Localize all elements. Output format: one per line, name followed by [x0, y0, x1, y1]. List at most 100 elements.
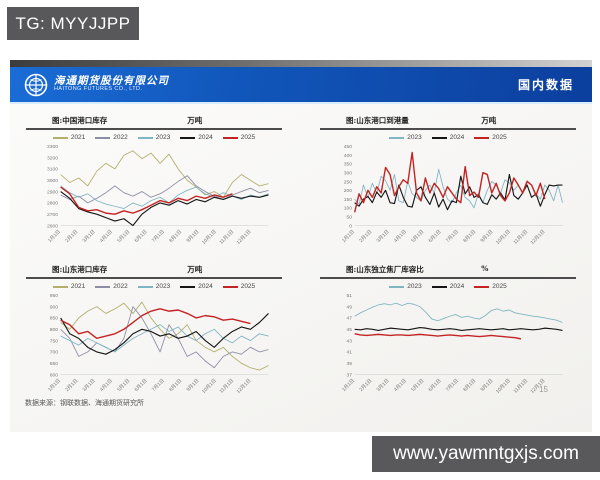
site-url-text: www.yawmntgxjs.com: [393, 443, 579, 464]
svg-text:8月1日: 8月1日: [168, 378, 183, 393]
legend-label: 2023: [155, 134, 171, 141]
site-url-watermark: www.yawmntgxjs.com: [372, 436, 600, 472]
svg-text:200: 200: [344, 188, 352, 194]
company-logo-block: 海通期货股份有限公司 HAITONG FUTURES CO., LTD.: [24, 73, 169, 97]
svg-text:5月1日: 5月1日: [410, 229, 425, 244]
legend-swatch: [95, 285, 111, 288]
telegram-watermark-text: TG: MYYJJPP: [15, 13, 131, 33]
svg-text:4月1日: 4月1日: [99, 378, 114, 393]
chart-title: 图:山东港口到港量: [346, 116, 409, 125]
svg-text:650: 650: [50, 361, 58, 367]
svg-text:5月1日: 5月1日: [116, 378, 131, 393]
chart-plot-area: 450 400 350 300 250 200 150 100 50 0 1月1日 2月1日 3月1日 4…: [320, 141, 576, 259]
haitong-logo-icon: [24, 73, 48, 96]
svg-text:5月1日: 5月1日: [116, 229, 131, 244]
svg-text:7月1日: 7月1日: [151, 378, 166, 393]
chart-header: 图:中国港口库存 万吨: [26, 114, 282, 130]
svg-text:300: 300: [344, 170, 352, 176]
svg-text:11月1日: 11月1日: [219, 378, 236, 395]
svg-text:8月1日: 8月1日: [462, 229, 477, 244]
svg-text:39: 39: [347, 361, 353, 367]
svg-text:3月1日: 3月1日: [82, 378, 97, 393]
chart-title: 图:中国港口库存: [52, 116, 108, 125]
legend-item-2025: 2025: [222, 283, 256, 290]
legend-item-2021: 2021: [52, 134, 86, 141]
chart-plot-area: 51 49 47 45 43 41 39 37 1月1日 2月1日 3月1日 4月1日 5月1日 6月1日…: [320, 290, 576, 408]
legend-swatch: [474, 136, 490, 139]
svg-text:45: 45: [347, 327, 353, 333]
chart-shandong-port-arrivals: 图:山东港口到港量 万吨 2023 2024 2025 450 400 350 300 25…: [320, 114, 576, 259]
legend-item-2023: 2023: [137, 283, 170, 290]
svg-text:9月1日: 9月1日: [186, 229, 201, 244]
legend-swatch: [180, 136, 196, 139]
svg-text:2700: 2700: [47, 212, 58, 218]
svg-text:7月1日: 7月1日: [445, 229, 460, 244]
chart-coking-plant-capacity-ratio: 图:山东独立焦厂库容比 % 2023 2024 2025 51 49 47 45 43 41 3…: [320, 263, 576, 408]
telegram-watermark: TG: MYYJJPP: [7, 7, 139, 40]
svg-text:37: 37: [347, 372, 353, 378]
legend-swatch: [180, 285, 196, 288]
svg-text:900: 900: [50, 304, 58, 310]
data-source-note: 数据来源：钢联数据、海通期货研究所: [25, 400, 144, 407]
svg-text:10月1日: 10月1日: [495, 378, 512, 395]
chart-china-port-inventory: 图:中国港口库存 万吨 2021 2022 2023 2024 2025 3300 320…: [26, 114, 282, 259]
svg-text:3000: 3000: [47, 178, 58, 184]
svg-text:9月1日: 9月1日: [480, 229, 495, 244]
svg-text:9月1日: 9月1日: [480, 378, 495, 393]
legend-swatch: [222, 136, 238, 139]
chart-header: 图:山东港口到港量 万吨: [320, 114, 576, 130]
svg-text:600: 600: [50, 372, 58, 378]
legend-label: 2025: [492, 283, 507, 290]
chart-legend: 2023 2024 2025: [320, 279, 576, 290]
svg-text:350: 350: [344, 162, 352, 168]
legend-label: 2024: [198, 283, 213, 290]
chart-legend: 2021 2022 2023 2024 2025: [26, 130, 282, 141]
chart-plot-area: 950 900 850 800 750 700 650 600 1月1日 2月1日 3月1日 4月1日…: [26, 290, 282, 408]
svg-text:2月1日: 2月1日: [358, 378, 373, 393]
legend-label: 2021: [70, 134, 86, 141]
svg-text:9月1日: 9月1日: [186, 378, 201, 393]
svg-text:8月1日: 8月1日: [168, 229, 183, 244]
svg-text:47: 47: [347, 316, 353, 322]
legend-label: 2025: [492, 134, 507, 141]
legend-label: 2021: [70, 283, 86, 290]
chart-title: 图:山东港口库存: [52, 265, 108, 274]
svg-text:6月1日: 6月1日: [428, 229, 443, 244]
svg-text:11月1日: 11月1日: [513, 229, 530, 246]
legend-swatch: [222, 285, 238, 288]
presentation-slide: 海通期货股份有限公司 HAITONG FUTURES CO., LTD. 国内数…: [10, 60, 592, 432]
svg-text:11月1日: 11月1日: [513, 378, 530, 395]
svg-text:50: 50: [347, 214, 353, 220]
legend-swatch: [95, 136, 111, 139]
svg-text:3月1日: 3月1日: [376, 229, 391, 244]
svg-text:0: 0: [349, 223, 352, 229]
legend-label: 2025: [240, 283, 256, 290]
legend-swatch: [431, 136, 447, 139]
chart-title: 图:山东独立焦厂库容比: [346, 265, 424, 274]
legend-item-2022: 2022: [95, 283, 128, 290]
chart-legend: 2021 2022 2023 2024 2025: [26, 279, 282, 290]
chart-unit-label: %: [481, 264, 489, 273]
svg-text:6月1日: 6月1日: [134, 229, 149, 244]
legend-item-2024: 2024: [180, 283, 213, 290]
svg-text:2月1日: 2月1日: [64, 229, 79, 244]
svg-text:3月1日: 3月1日: [376, 378, 391, 393]
svg-text:49: 49: [347, 304, 353, 310]
svg-text:150: 150: [344, 197, 352, 203]
svg-text:750: 750: [50, 338, 58, 344]
svg-text:2月1日: 2月1日: [358, 229, 373, 244]
svg-text:10月1日: 10月1日: [201, 378, 218, 395]
svg-text:7月1日: 7月1日: [151, 229, 166, 244]
svg-text:2900: 2900: [47, 189, 58, 195]
slide-top-strip: [10, 60, 592, 67]
chart-plot-area: 3300 3200 3100 3000 2900 2800 2700 2600 1月1日 2月1日…: [26, 141, 282, 259]
svg-text:10月1日: 10月1日: [201, 229, 218, 246]
svg-text:4月1日: 4月1日: [393, 378, 408, 393]
svg-text:51: 51: [347, 293, 353, 299]
chart-header: 图:山东港口库存 万吨: [26, 263, 282, 279]
legend-item-2024: 2024: [431, 134, 464, 141]
svg-text:4月1日: 4月1日: [393, 229, 408, 244]
svg-text:41: 41: [347, 350, 353, 356]
chart-header: 图:山东独立焦厂库容比 %: [320, 263, 576, 279]
svg-text:2800: 2800: [47, 201, 58, 207]
